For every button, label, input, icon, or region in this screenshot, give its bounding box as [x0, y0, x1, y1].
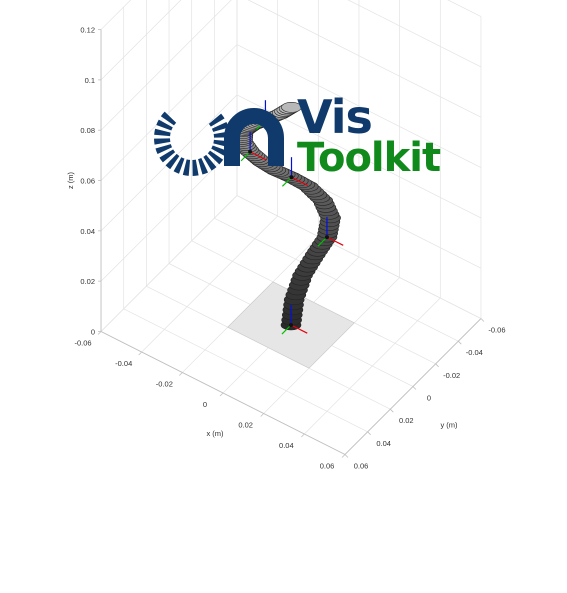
grid-line-floor-y — [214, 217, 459, 342]
grid-line-wall-z2 — [247, 0, 482, 118]
logo-mark-icon — [154, 108, 284, 176]
grid-line-wall-z — [100, 0, 232, 131]
z-tick-label: 0.02 — [80, 277, 95, 286]
y-tick-label: -0.04 — [466, 348, 483, 357]
frame-x-axis — [290, 324, 308, 334]
x-tick-label: 0 — [203, 400, 207, 409]
grid-line-floor-y — [123, 308, 368, 433]
z-tick-label: 0 — [91, 327, 95, 336]
y-tick-label: -0.06 — [488, 326, 505, 335]
grid-line-wall-z — [100, 195, 238, 332]
logo-ring-segment — [154, 138, 171, 145]
logo-ring-segment — [207, 150, 224, 165]
y-tick-mark — [412, 386, 417, 390]
frame-origin — [289, 175, 294, 180]
y-tick-label: 0.02 — [399, 416, 414, 425]
y-tick-label: -0.02 — [443, 371, 460, 380]
z-tick-label: 0.12 — [80, 26, 95, 35]
logo-ring-segment — [192, 159, 199, 176]
logo-ring-segment — [165, 153, 180, 170]
frame-y-axis — [317, 236, 328, 247]
y-tick-label: 0.06 — [354, 461, 369, 470]
z-tick-label: 0.08 — [80, 126, 95, 135]
x-tick-mark — [301, 433, 305, 438]
x-tick-label: -0.04 — [115, 359, 132, 368]
y-tick-mark — [390, 408, 394, 413]
y-tick-mark — [344, 454, 349, 458]
logo-text-toolkit: Toolkit — [297, 135, 441, 181]
frame-y-axis — [282, 176, 292, 187]
logo-ring-segment — [211, 121, 229, 132]
y-tick-mark — [458, 340, 462, 345]
logo-ring-segment — [198, 157, 209, 175]
x-tick-label: 0.04 — [279, 441, 294, 450]
logo-ring-segment — [160, 111, 177, 126]
logo-ring-segment — [155, 144, 173, 155]
logo-ring-segment — [156, 119, 173, 131]
x-tick-mark — [260, 413, 264, 417]
y-tick-label: 0 — [427, 394, 431, 403]
grid-line-wall-z2 — [236, 195, 482, 319]
x-tick-label: -0.06 — [74, 338, 91, 347]
logo-ring-segment — [154, 128, 171, 137]
frame-origin — [289, 323, 293, 327]
logo-ring-segment — [203, 154, 217, 171]
logo-ring-segment — [211, 145, 228, 157]
frame-origin — [248, 149, 253, 154]
frame-y-axis — [240, 151, 251, 162]
y-axis-label: y (m) — [440, 421, 458, 430]
y-tick-mark — [480, 318, 485, 322]
x-tick-mark — [97, 331, 102, 335]
grid-line-wall-z2 — [236, 44, 482, 168]
frame-x-axis — [291, 176, 309, 187]
x-tick-mark — [341, 454, 346, 458]
frame-x-axis — [326, 236, 344, 246]
x-axis-label: x (m) — [206, 429, 224, 438]
z-tick-label: 0.1 — [85, 76, 95, 85]
frame-origin — [324, 235, 329, 240]
grid-line-wall-z — [100, 44, 238, 181]
frame-x-axis — [249, 151, 267, 161]
y-tick-mark — [435, 363, 439, 368]
grid-line-wall-z — [100, 0, 182, 81]
x-tick-mark — [138, 351, 142, 356]
x-tick-label: 0.02 — [238, 420, 253, 429]
logo-ring-segment — [159, 149, 176, 163]
x-tick-label: -0.02 — [156, 379, 173, 388]
logo-ring-segment — [182, 159, 191, 176]
x-tick-label: 0.06 — [320, 461, 335, 470]
vis-toolkit-logo: Vis Toolkit — [150, 90, 450, 186]
logo-ring-segment — [173, 157, 185, 174]
frame-y-axis — [281, 324, 292, 335]
logo-text-vis: Vis — [297, 90, 373, 144]
z-tick-label: 0.04 — [80, 227, 95, 236]
x-tick-mark — [179, 372, 183, 376]
x-tick-mark — [219, 392, 224, 397]
y-tick-mark — [367, 431, 371, 436]
grid-line-wall-z2 — [347, 0, 482, 68]
y-tick-label: 0.04 — [376, 439, 391, 448]
z-tick-label: 0.06 — [80, 177, 95, 186]
z-axis-label: z (m) — [66, 171, 75, 189]
robot-disc — [281, 102, 302, 113]
logo-ring-segment — [208, 113, 225, 127]
y-axis-line — [344, 318, 482, 455]
grid-line-wall-z — [100, 0, 132, 30]
